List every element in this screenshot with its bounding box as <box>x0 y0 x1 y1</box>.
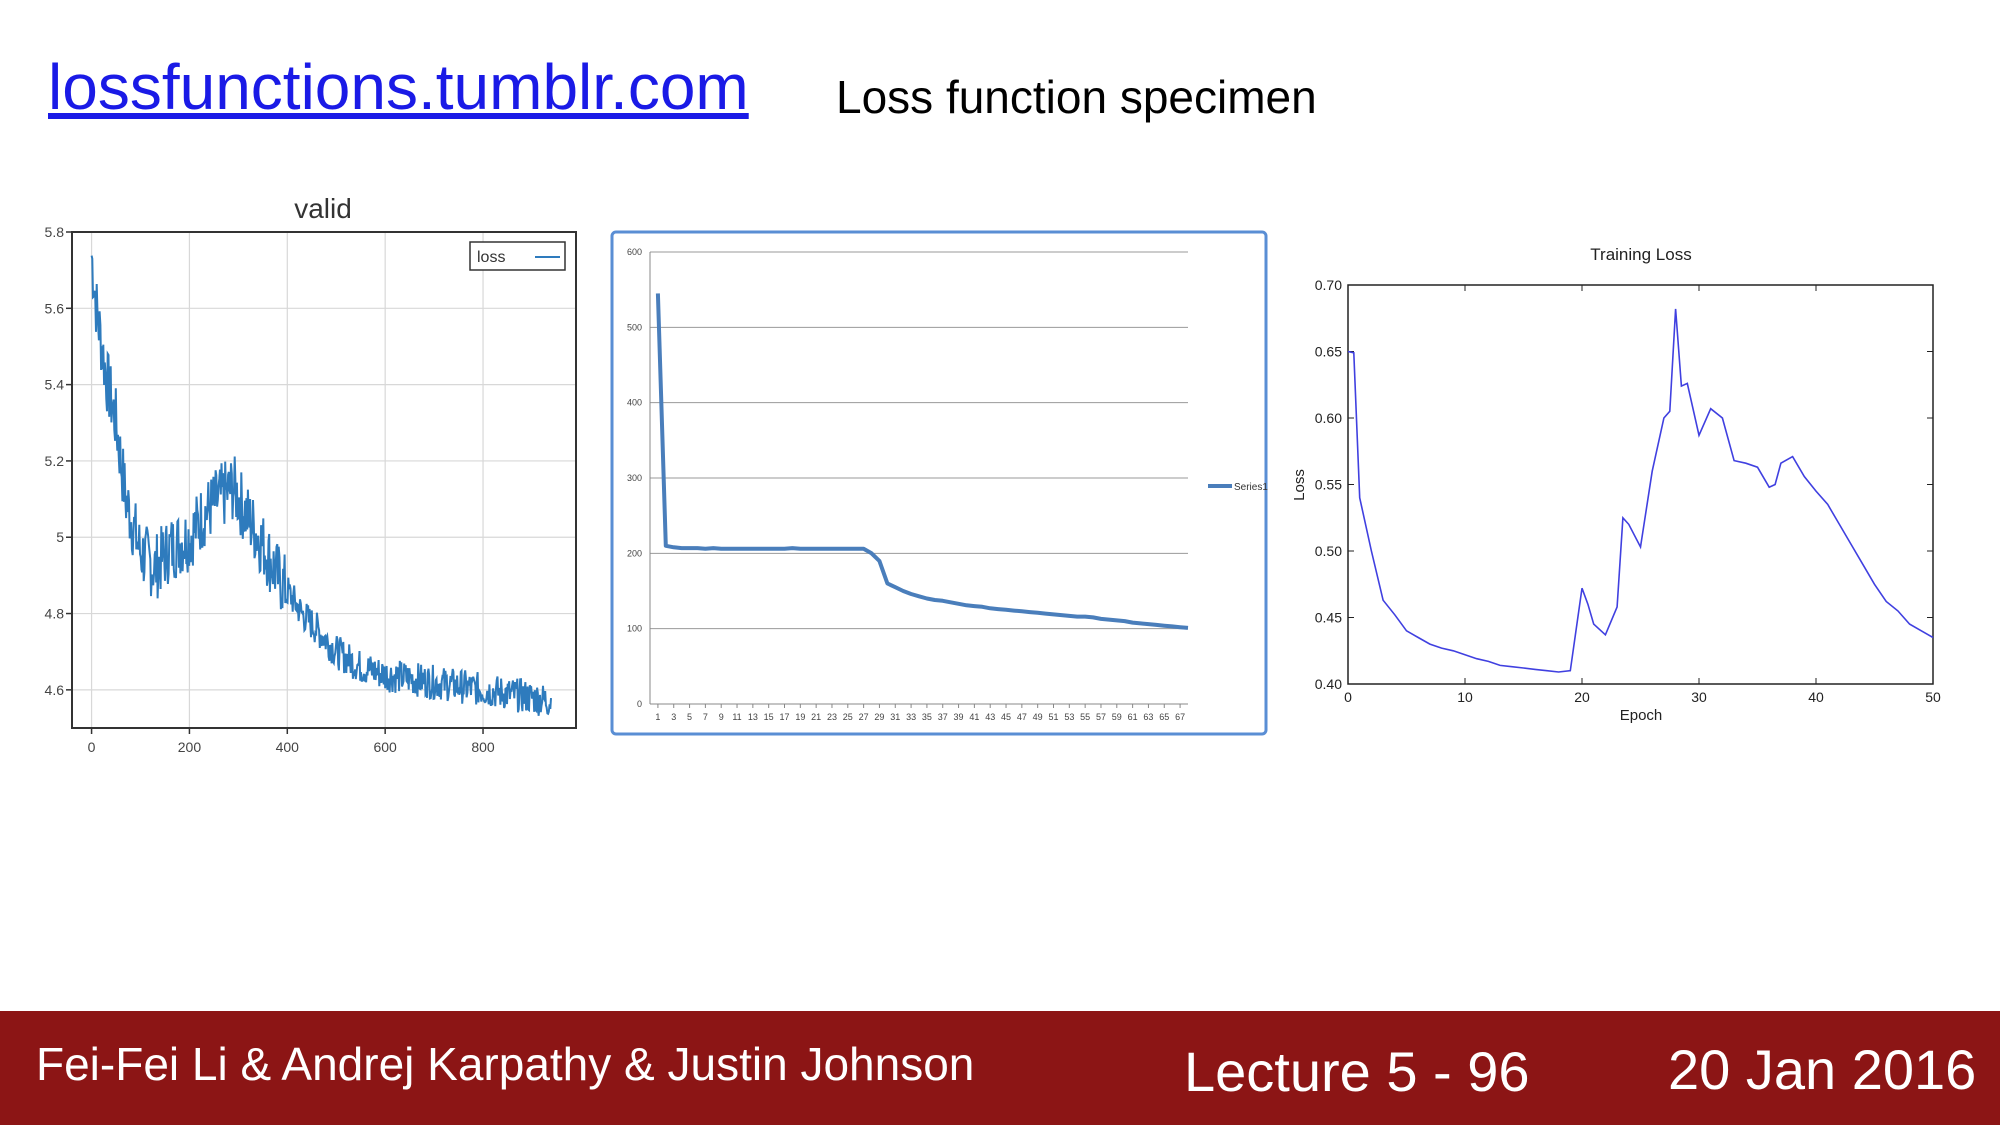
chart-excel-x-tick-label: 61 <box>1128 712 1138 722</box>
chart-excel-x-tick-label: 31 <box>890 712 900 722</box>
tumblr-link[interactable]: lossfunctions.tumblr.com <box>48 51 749 123</box>
chart-valid-x-tick-label: 800 <box>471 739 495 755</box>
chart-excel-x-tick-label: 21 <box>811 712 821 722</box>
chart-excel-x-tick-label: 25 <box>843 712 853 722</box>
footer-authors: Fei-Fei Li & Andrej Karpathy & Justin Jo… <box>36 1038 975 1090</box>
chart-valid-loss-line <box>90 255 552 716</box>
chart-excel-x-tick-label: 65 <box>1159 712 1169 722</box>
chart-excel-y-tick-label: 400 <box>627 398 642 408</box>
chart-valid-x-tick-label: 600 <box>373 739 397 755</box>
chart-excel-y-tick-label: 200 <box>627 548 642 558</box>
chart-excel-series1-line <box>655 293 1189 630</box>
chart-excel-x-tick-label: 1 <box>655 712 660 722</box>
chart-excel-grid <box>650 251 1188 630</box>
chart-excel-legend: Series1 <box>1208 482 1268 493</box>
chart-valid-legend-label: loss <box>477 249 505 266</box>
chart-training-loss-x-tick-label: 20 <box>1574 689 1590 705</box>
chart-excel-x-tick-label: 3 <box>671 712 676 722</box>
chart-excel-x-ticks: 1 3 5 7 9 11 13 15 17 19 21 23 25 27 29 31 33 35 37 39 41 43 4… <box>655 704 1185 722</box>
chart-training-loss-y-tick-label: 0.40 <box>1315 676 1342 692</box>
chart-excel-x-tick-label: 63 <box>1143 712 1153 722</box>
chart-valid-x-tick-label: 400 <box>276 739 300 755</box>
chart-excel-x-tick-label: 17 <box>779 712 789 722</box>
chart-excel-y-tick-label: 300 <box>627 473 642 483</box>
chart-excel-x-tick-label: 47 <box>1017 712 1027 722</box>
chart-valid-x-ticks: 0 200 400 600 800 <box>88 728 495 755</box>
footer-date: 20 Jan 2016 <box>1668 1038 1977 1101</box>
chart-valid-y-tick-label: 5 <box>56 529 64 545</box>
chart-valid-legend: loss <box>469 241 566 271</box>
chart-training-loss-y-tick-label: 0.70 <box>1315 277 1342 293</box>
chart-training-loss-title: Training Loss <box>1590 245 1691 264</box>
chart-training-loss-xlabel: Epoch <box>1620 707 1663 724</box>
chart-valid-y-tick-label: 5.6 <box>45 300 65 316</box>
chart-valid-title: valid <box>294 193 352 224</box>
chart-valid-grid <box>72 231 576 728</box>
chart-valid-y-tick-label: 5.2 <box>45 453 65 469</box>
chart-valid-y-ticks: 4.6 4.8 5 5.2 5.4 5.6 5.8 <box>45 224 72 698</box>
chart-excel-x-tick-label: 51 <box>1048 712 1058 722</box>
chart-training-loss-x-tick-label: 50 <box>1925 689 1941 705</box>
chart-excel-y-tick-label: 500 <box>627 322 642 332</box>
chart-training-loss-y-ticks: 0.40 0.45 0.50 0.55 0.60 0.65 0.70 <box>1315 277 1933 692</box>
chart-excel-x-tick-label: 53 <box>1064 712 1074 722</box>
chart-excel-x-tick-label: 37 <box>938 712 948 722</box>
chart-excel-y-ticks: 0 100 200 300 400 500 600 <box>627 247 642 709</box>
chart-valid-y-tick-label: 4.8 <box>45 606 65 622</box>
chart-excel-y-tick-label: 100 <box>627 624 642 634</box>
chart-excel-x-tick-label: 49 <box>1033 712 1043 722</box>
chart-valid: valid 4.64.855.25.45.65.8 0 200 400 600 800 … <box>45 193 577 755</box>
chart-excel-x-tick-label: 11 <box>732 712 741 722</box>
chart-training-loss-y-tick-label: 0.60 <box>1315 410 1342 426</box>
chart-excel-x-tick-label: 59 <box>1112 712 1122 722</box>
chart-valid-x-tick-label: 0 <box>88 739 96 755</box>
chart-training-loss-x-tick-label: 10 <box>1457 689 1473 705</box>
chart-training-loss-x-tick-label: 40 <box>1808 689 1824 705</box>
chart-valid-y-tick-label: 5.8 <box>45 224 65 240</box>
chart-training-loss-y-tick-label: 0.50 <box>1315 543 1342 559</box>
chart-excel-x-tick-label: 45 <box>1001 712 1011 722</box>
chart-excel-frame <box>610 230 1268 736</box>
chart-training-loss-x-ticks: 0 10 20 30 40 50 <box>1344 285 1941 705</box>
chart-training-loss-x-tick-label: 30 <box>1691 689 1707 705</box>
chart-excel-x-tick-label: 33 <box>906 712 916 722</box>
chart-training-loss-y-tick-label: 0.65 <box>1315 344 1342 360</box>
footer-bar: Fei-Fei Li & Andrej Karpathy & Justin Jo… <box>0 1011 2000 1125</box>
chart-excel-x-tick-label: 7 <box>703 712 708 722</box>
chart-excel-x-tick-label: 35 <box>922 712 932 722</box>
chart-valid-plot-frame <box>71 231 577 729</box>
chart-excel-x-tick-label: 43 <box>985 712 995 722</box>
chart-excel-x-tick-label: 13 <box>748 712 758 722</box>
chart-valid-x-tick-label: 200 <box>178 739 202 755</box>
chart-excel-y-tick-label: 600 <box>627 247 642 257</box>
chart-training-loss-frame <box>1347 284 1934 685</box>
chart-excel-x-tick-label: 57 <box>1096 712 1106 722</box>
chart-excel-x-tick-label: 27 <box>859 712 869 722</box>
chart-excel-x-tick-label: 39 <box>954 712 964 722</box>
slide-subtitle: Loss function specimen <box>836 71 1317 123</box>
chart-training-loss-y-tick-label: 0.45 <box>1315 610 1342 626</box>
chart-excel-y-tick-label: 0 <box>637 699 642 709</box>
chart-excel-x-tick-label: 9 <box>719 712 724 722</box>
chart-training-loss-y-tick-label: 0.55 <box>1315 477 1342 493</box>
chart-excel-x-tick-label: 55 <box>1080 712 1090 722</box>
chart-excel-x-tick-label: 19 <box>795 712 805 722</box>
footer-lecture: Lecture 5 - 96 <box>1184 1040 1530 1103</box>
chart-excel-x-tick-label: 23 <box>827 712 837 722</box>
chart-valid-y-tick-label: 4.6 <box>45 682 65 698</box>
chart-excel-x-tick-label: 67 <box>1175 712 1185 722</box>
chart-excel-x-tick-label: 5 <box>687 712 692 722</box>
chart-training-loss-line <box>1347 308 1934 673</box>
chart-training-loss: Training Loss 0.400.450.500.550.600.650.… <box>1291 245 1941 724</box>
chart-training-loss-ylabel: Loss <box>1291 469 1308 501</box>
chart-excel-x-tick-label: 15 <box>764 712 774 722</box>
chart-valid-y-tick-label: 5.4 <box>45 377 65 393</box>
chart-excel-legend-label: Series1 <box>1234 482 1268 493</box>
chart-training-loss-x-tick-label: 0 <box>1344 689 1352 705</box>
chart-excel-x-tick-label: 41 <box>969 712 979 722</box>
chart-excel-x-tick-label: 29 <box>874 712 884 722</box>
